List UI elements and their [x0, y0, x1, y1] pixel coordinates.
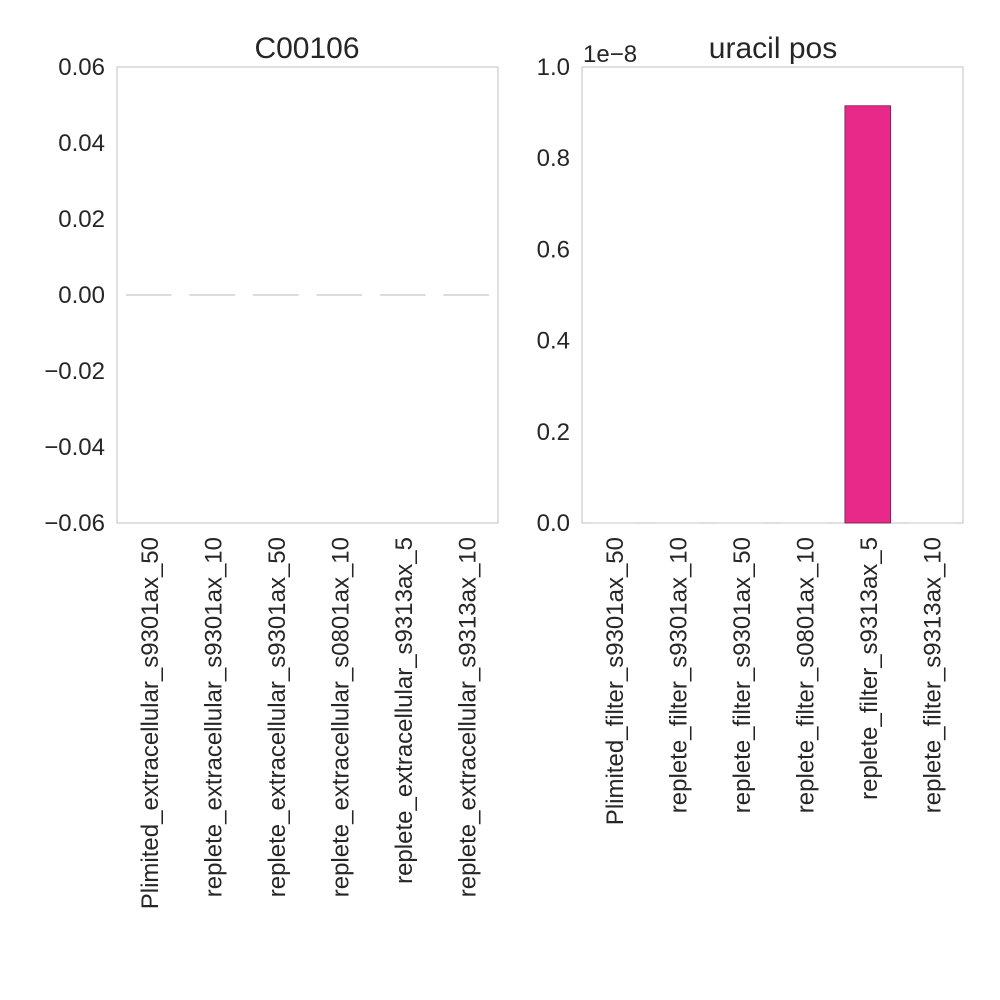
- plot-area-frame: [116, 66, 499, 524]
- y-tick-label: −0.02: [44, 358, 105, 385]
- y-tick-label: 0.8: [537, 145, 570, 172]
- x-tick-labels: Plimited_extracellular_s9301ax_50 replete…: [137, 537, 482, 909]
- chart-title: C00106: [254, 32, 359, 65]
- y-scale-exponent: 1e−8: [583, 41, 637, 68]
- x-tick-label: replete_extracellular_s9301ax_10: [200, 537, 227, 897]
- x-tick-label: Plimited_extracellular_s9301ax_50: [137, 537, 164, 909]
- y-tick-label: 0.04: [58, 130, 105, 157]
- bar: [844, 105, 892, 524]
- y-tick-label: 0.06: [58, 54, 105, 81]
- y-tick-label: 0.4: [537, 328, 570, 355]
- x-tick-label: replete_extracellular_s0801ax_10: [327, 537, 354, 897]
- x-tick-label: replete_filter_s9301ax_10: [665, 537, 692, 813]
- y-tick-labels: 1.0 0.8 0.6 0.4 0.2 0.0: [537, 54, 570, 537]
- x-tick-label: replete_extracellular_s9313ax_10: [454, 537, 481, 897]
- y-tick-label: −0.06: [44, 510, 105, 537]
- y-tick-label: 0.0: [537, 510, 570, 537]
- chart-c00106: C00106 0.06 0.04 0.02 0.00 −0.02 −0.04 −0.06 P…: [44, 32, 499, 909]
- y-tick-label: −0.04: [44, 434, 105, 461]
- y-tick-label: 0.2: [537, 419, 570, 446]
- y-tick-label: 0.02: [58, 206, 105, 233]
- x-tick-label: replete_filter_s0801ax_10: [792, 537, 819, 813]
- y-tick-label: 0.6: [537, 236, 570, 263]
- x-tick-label: Plimited_filter_s9301ax_50: [602, 537, 629, 825]
- x-tick-label: replete_extracellular_s9301ax_50: [264, 537, 291, 897]
- x-tick-label: replete_extracellular_s9313ax_5: [391, 537, 418, 884]
- x-tick-label: replete_filter_s9313ax_5: [856, 537, 883, 800]
- bar-group: [590, 105, 955, 524]
- plot-area-frame: [581, 66, 964, 524]
- chart-uracil-pos: uracil pos 1e−8 1.0 0.8 0.6 0.4 0.2 0.0 Plimi…: [537, 32, 964, 825]
- x-tick-labels: Plimited_filter_s9301ax_50 replete_filter…: [602, 537, 947, 825]
- chart-title: uracil pos: [709, 32, 837, 65]
- y-tick-label: 0.00: [58, 282, 105, 309]
- y-tick-label: 1.0: [537, 54, 570, 81]
- x-tick-label: replete_filter_s9313ax_10: [919, 537, 946, 813]
- y-tick-labels: 0.06 0.04 0.02 0.00 −0.02 −0.04 −0.06: [44, 54, 105, 537]
- x-tick-label: replete_filter_s9301ax_50: [729, 537, 756, 813]
